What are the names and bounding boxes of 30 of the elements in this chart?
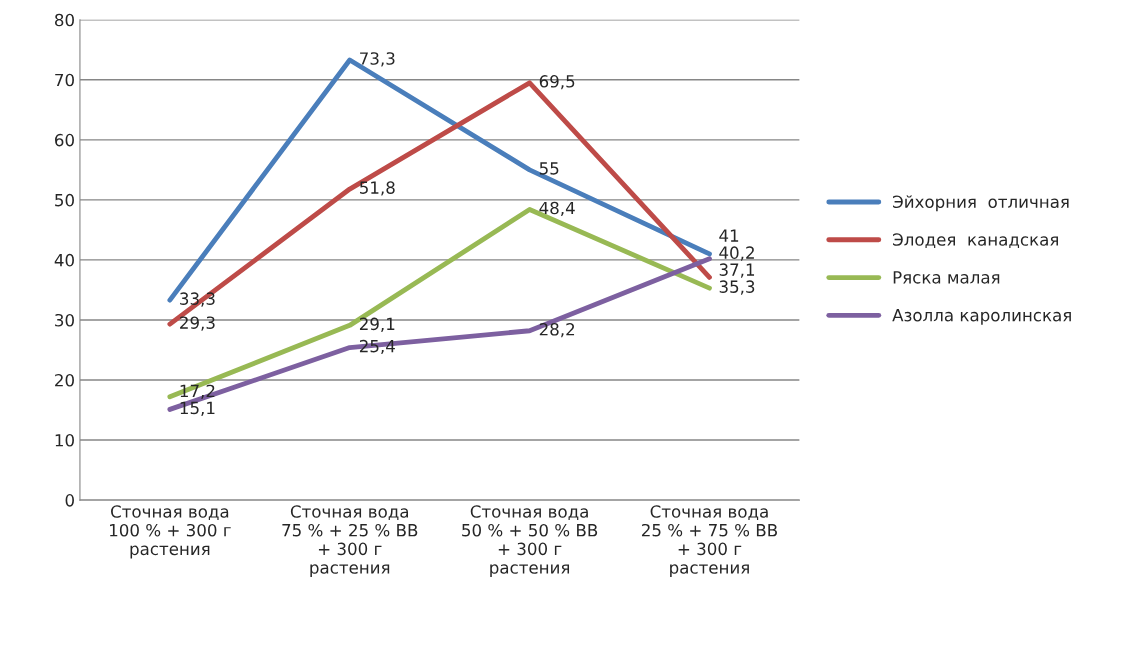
data-label: 41 <box>719 229 739 242</box>
data-label: 73,3 <box>360 52 395 67</box>
data-label: 48,4 <box>539 201 575 217</box>
legend-label: Эйхорния отличная <box>893 195 1069 212</box>
y-tick-label: 80 <box>55 13 74 27</box>
y-tick-label: 60 <box>55 133 74 147</box>
data-label: 29,1 <box>359 317 395 332</box>
legend-label: Ряска малая <box>893 271 1000 284</box>
data-label: 15,1 <box>180 401 215 416</box>
y-tick-label: 30 <box>55 313 74 327</box>
data-label: 55 <box>539 162 559 175</box>
data-label: 37,1 <box>719 263 755 278</box>
x-tick-label: Сточная вода 25 % + 75 % ВВ + 300 г растения <box>641 505 777 578</box>
legend-label: Элодея канадская <box>893 233 1058 248</box>
data-label: 35,3 <box>719 280 755 295</box>
data-label: 25,4 <box>359 339 395 355</box>
data-label: 51,8 <box>360 181 395 196</box>
data-label: 40,2 <box>719 246 754 261</box>
x-tick-label: Сточная вода 75 % + 25 % ВВ + 300 г растения <box>282 505 418 578</box>
y-tick-label: 10 <box>55 434 74 447</box>
legend-label: Азолла каролинская <box>892 309 1071 325</box>
x-tick-label: Сточная вода 100 % + 300 г растения <box>110 505 231 559</box>
y-tick-label: 20 <box>55 373 74 387</box>
data-label: 29,3 <box>180 316 215 331</box>
x-tick-label: Сточная вода 50 % + 50 % ВВ + 300 г растения <box>462 505 598 578</box>
y-tick-label: 70 <box>55 73 74 87</box>
y-tick-label: 50 <box>55 193 74 207</box>
data-label: 28,2 <box>539 322 575 338</box>
y-tick-label: 0 <box>65 494 74 507</box>
y-tick-label: 40 <box>54 253 74 267</box>
